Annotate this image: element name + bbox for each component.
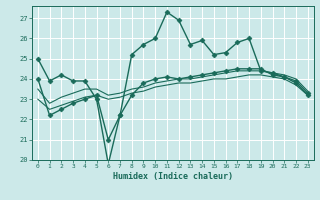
X-axis label: Humidex (Indice chaleur): Humidex (Indice chaleur) [113,172,233,181]
